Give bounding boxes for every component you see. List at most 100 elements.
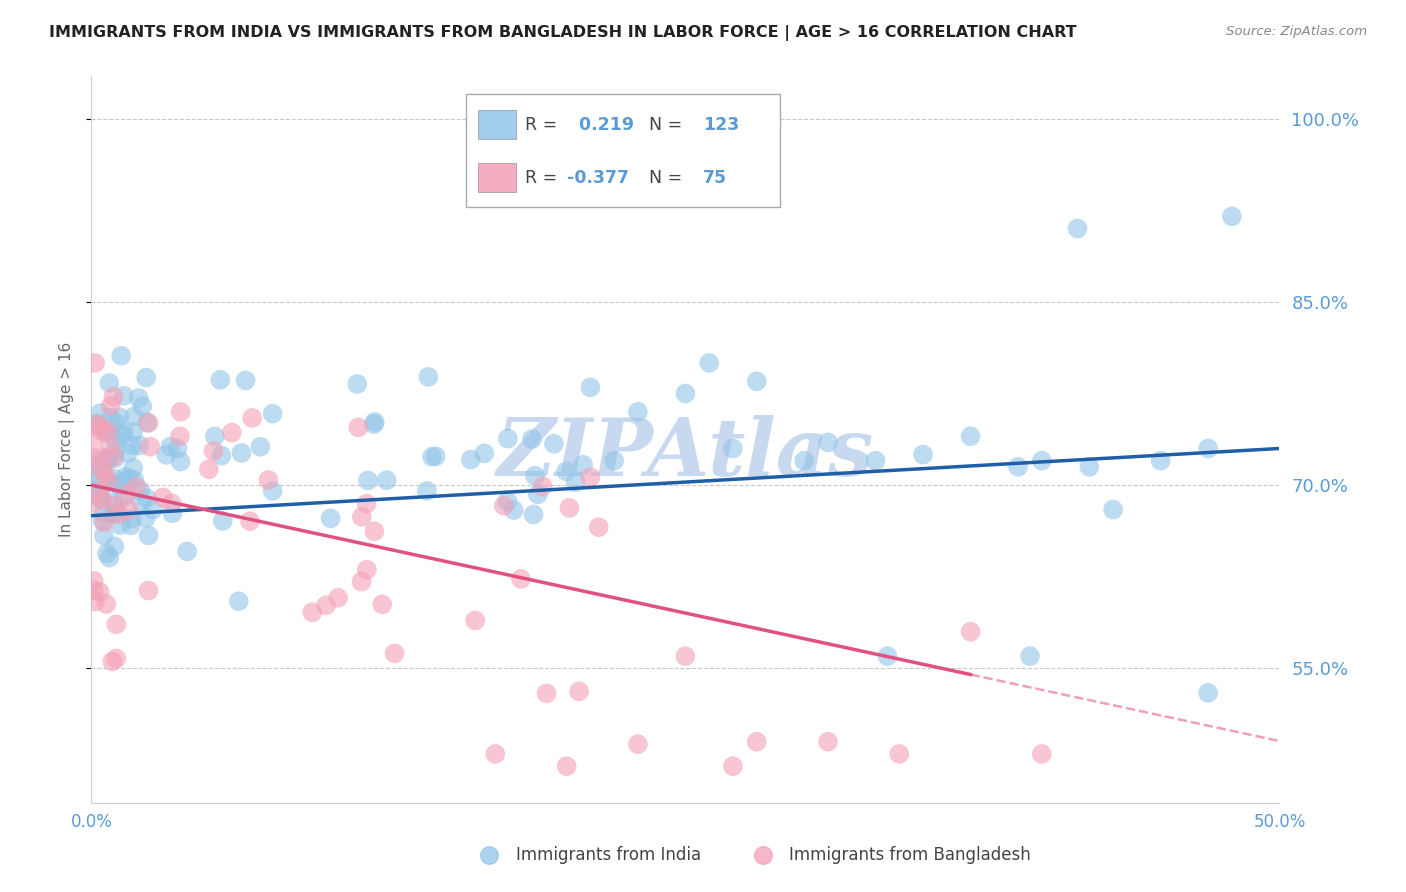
Point (416, 483, 439, 498)
Point (235, 374, 257, 388)
Point (114, 469, 136, 483)
Point (83, 450, 105, 465)
Point (94, 425, 117, 440)
Point (262, 483, 284, 498)
Text: 75: 75 (703, 169, 727, 186)
Point (96, 546, 118, 560)
Point (98, 440, 121, 454)
Point (108, 410, 131, 425)
Point (135, 511, 157, 525)
Point (97, 452, 120, 467)
Point (100, 399, 122, 413)
Point (959, 624, 981, 639)
Point (169, 455, 191, 469)
Point (1031, 747, 1053, 761)
Point (131, 399, 153, 413)
Point (1007, 459, 1029, 474)
Point (240, 411, 263, 425)
Point (169, 429, 191, 443)
Point (90, 461, 112, 475)
Point (83, 496, 105, 510)
Point (83, 574, 105, 588)
Bar (478, 110, 516, 139)
Point (98, 550, 121, 565)
Point (90, 492, 112, 507)
Point (84, 474, 107, 488)
Point (160, 496, 183, 510)
Point (87, 484, 110, 499)
Text: R =: R = (524, 169, 562, 186)
Point (350, 509, 373, 524)
Point (136, 415, 159, 429)
Point (460, 452, 482, 467)
Point (745, 374, 768, 388)
Point (527, 487, 550, 501)
Point (496, 432, 519, 446)
Point (104, 443, 127, 458)
Point (105, 617, 128, 632)
Point (536, 686, 558, 700)
Point (125, 480, 148, 494)
Text: ZIPAtlas: ZIPAtlas (496, 415, 875, 492)
Point (673, 386, 696, 401)
Point (697, 356, 720, 370)
Point (91, 492, 114, 507)
Point (89, 585, 111, 599)
Point (115, 487, 138, 501)
Text: IMMIGRANTS FROM INDIA VS IMMIGRANTS FROM BANGLADESH IN LABOR FORCE | AGE > 16 CO: IMMIGRANTS FROM INDIA VS IMMIGRANTS FROM… (49, 25, 1077, 41)
Point (364, 415, 387, 429)
Point (319, 511, 342, 525)
Point (89, 406, 111, 420)
Point (93, 528, 115, 542)
Point (105, 477, 128, 491)
Text: Source: ZipAtlas.com: Source: ZipAtlas.com (1226, 25, 1367, 38)
Point (90, 419, 112, 434)
Point (588, 520, 610, 534)
Point (555, 464, 578, 478)
Point (96, 452, 118, 467)
Point (209, 449, 232, 463)
Point (523, 468, 546, 483)
Point (162, 506, 184, 520)
Point (124, 473, 146, 487)
Point (83, 465, 105, 479)
Point (492, 499, 515, 513)
Point (83, 433, 105, 447)
Point (523, 508, 546, 522)
Point (315, 599, 337, 613)
Point (110, 518, 132, 533)
Text: 0.219: 0.219 (572, 116, 634, 134)
Point (155, 448, 177, 462)
Point (603, 453, 626, 467)
FancyBboxPatch shape (465, 94, 780, 207)
Point (84, 483, 107, 498)
Point (375, 473, 398, 487)
Point (94, 467, 117, 481)
Text: Immigrants from Bangladesh: Immigrants from Bangladesh (789, 847, 1031, 864)
Point (121, 511, 143, 525)
Point (103, 390, 125, 404)
Point (257, 473, 280, 487)
Point (472, 446, 495, 460)
Point (876, 649, 898, 664)
Point (228, 594, 250, 608)
Point (97, 452, 120, 467)
Point (420, 450, 443, 464)
Point (572, 458, 595, 472)
Point (104, 433, 127, 447)
Point (384, 646, 406, 660)
Point (122, 460, 145, 475)
Point (114, 474, 136, 488)
Point (122, 409, 145, 424)
Point (104, 451, 127, 466)
Point (83, 417, 105, 431)
Point (347, 420, 370, 434)
Point (520, 432, 543, 446)
Point (817, 435, 839, 450)
Point (745, 735, 768, 749)
Point (117, 446, 139, 460)
Point (496, 494, 519, 508)
Point (135, 491, 157, 505)
Point (543, 437, 565, 451)
Point (363, 524, 385, 539)
